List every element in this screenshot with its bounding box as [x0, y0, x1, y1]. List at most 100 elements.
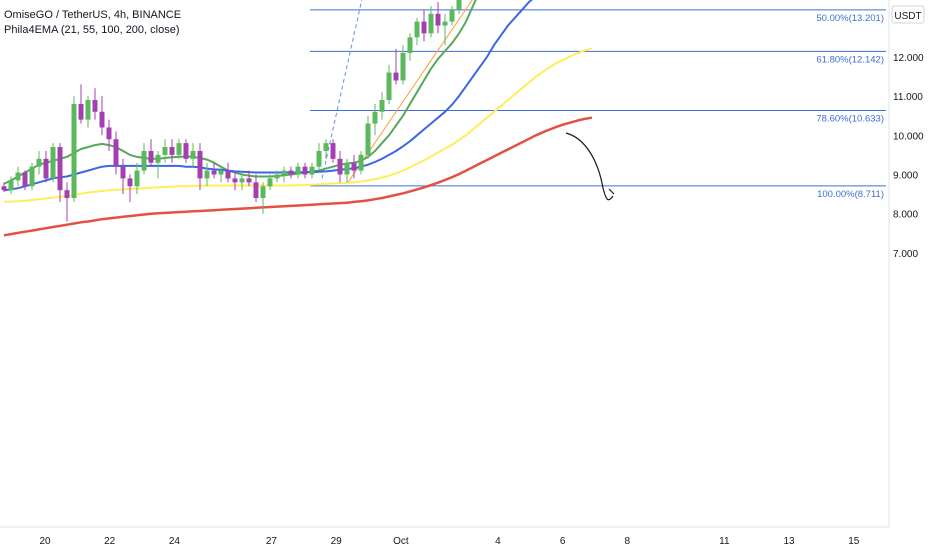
candle-body[interactable]	[281, 170, 287, 175]
candle-body[interactable]	[183, 143, 189, 159]
candle-body[interactable]	[106, 127, 112, 140]
ema-100-line[interactable]	[3, 47, 593, 203]
candle-body[interactable]	[239, 178, 245, 183]
candle-body[interactable]	[134, 170, 140, 187]
time-tick-label: Oct	[393, 536, 409, 547]
fib-level-label: 50.00%(13.201)	[816, 13, 884, 24]
candle-body[interactable]	[162, 147, 168, 155]
candle-body[interactable]	[64, 190, 70, 199]
price-tick-label: 8.000	[893, 210, 918, 221]
candle-body[interactable]	[141, 150, 147, 171]
candle-body[interactable]	[442, 21, 448, 26]
candle-body[interactable]	[176, 143, 182, 155]
time-tick-label: 6	[560, 536, 566, 547]
candle-body[interactable]	[288, 170, 294, 175]
candle-body[interactable]	[358, 154, 364, 171]
candle-body[interactable]	[148, 150, 154, 163]
candle-body[interactable]	[428, 13, 434, 34]
price-tick-label: 12.000	[893, 53, 924, 64]
candle-body[interactable]	[85, 100, 91, 120]
candle-body[interactable]	[43, 158, 49, 179]
fib-level-label: 61.80%(12.142)	[816, 54, 884, 65]
candle-body[interactable]	[78, 103, 84, 120]
time-tick-label: 24	[169, 536, 181, 547]
candle-body[interactable]	[351, 162, 357, 171]
candle-body[interactable]	[344, 162, 350, 175]
candle-body[interactable]	[400, 52, 406, 81]
candle-body[interactable]	[323, 143, 329, 151]
candle-body[interactable]	[71, 103, 77, 199]
candle-body[interactable]	[337, 158, 343, 175]
candle-body[interactable]	[372, 111, 378, 124]
candle-body[interactable]	[379, 100, 385, 112]
time-tick-label: 11	[719, 536, 730, 547]
dashed-trend-line[interactable]	[321, 0, 398, 179]
candle-body[interactable]	[197, 150, 203, 179]
price-tick-label: 7.000	[893, 249, 918, 260]
candle-body[interactable]	[435, 13, 441, 26]
candle-body[interactable]	[407, 37, 413, 53]
indicator-title: Phila4EMA (21, 55, 100, 200, close)	[4, 24, 180, 36]
candle-body[interactable]	[295, 166, 301, 175]
price-tick-label: 10.000	[893, 131, 924, 142]
orange-trend-line[interactable]	[347, 0, 575, 183]
fib-level-label: 100.00%(8.711)	[817, 189, 884, 200]
candle-body[interactable]	[1, 186, 7, 191]
time-tick-label: 22	[104, 536, 116, 547]
candle-body[interactable]	[169, 147, 175, 155]
candle-body[interactable]	[50, 147, 56, 179]
candle-body[interactable]	[232, 178, 238, 183]
candle-body[interactable]	[260, 186, 266, 199]
chart-legend: OmiseGO / TetherUS, 4h, BINANCE Phila4EM…	[4, 8, 181, 38]
candle-body[interactable]	[267, 178, 273, 187]
time-tick-label: 15	[848, 536, 860, 547]
time-tick-label: 8	[625, 536, 631, 547]
time-tick-label: 29	[331, 536, 343, 547]
candle-body[interactable]	[365, 123, 371, 155]
candle-body[interactable]	[92, 100, 98, 112]
candle-body[interactable]	[393, 72, 399, 81]
candle-body[interactable]	[449, 9, 455, 22]
currency-box	[891, 5, 925, 24]
candle-body[interactable]	[414, 21, 420, 38]
candle-body[interactable]	[15, 172, 21, 181]
candle-body[interactable]	[120, 166, 126, 179]
price-tick-label: 9.000	[893, 171, 918, 182]
time-tick-label: 4	[495, 536, 501, 547]
price-tick-label: 11.000	[893, 92, 923, 103]
candle-body[interactable]	[127, 178, 133, 187]
candle-body[interactable]	[57, 147, 63, 191]
candle-body[interactable]	[8, 180, 14, 191]
time-tick-label: 13	[783, 536, 795, 547]
candle-body[interactable]	[456, 0, 462, 10]
candle-body[interactable]	[302, 166, 308, 175]
candle-body[interactable]	[225, 170, 231, 179]
candle-body[interactable]	[155, 154, 161, 163]
currency-label: USDT	[894, 11, 921, 22]
candle-body[interactable]	[274, 174, 280, 179]
candle-body[interactable]	[113, 139, 119, 167]
candle-body[interactable]	[386, 72, 392, 101]
candle-body[interactable]	[22, 172, 28, 187]
candle-body[interactable]	[421, 21, 427, 34]
candle-body[interactable]	[309, 166, 315, 175]
candle-body[interactable]	[190, 150, 196, 159]
candle-body[interactable]	[211, 170, 217, 175]
candle-body[interactable]	[99, 111, 105, 128]
candle-body[interactable]	[253, 182, 259, 199]
candle-body[interactable]	[204, 170, 210, 179]
ema-200-line[interactable]	[3, 116, 593, 237]
candle-body[interactable]	[316, 150, 322, 167]
candle-body[interactable]	[246, 178, 252, 183]
fib-level-label: 78.60%(10.633)	[816, 113, 884, 124]
time-tick-label: 20	[39, 536, 51, 547]
candle-body[interactable]	[218, 170, 224, 175]
candle-body[interactable]	[29, 166, 35, 187]
candle-body[interactable]	[36, 158, 42, 167]
candle-body[interactable]	[330, 143, 336, 159]
drawn-curve-annotation[interactable]	[565, 132, 615, 201]
symbol-title: OmiseGO / TetherUS, 4h, BINANCE	[4, 9, 182, 21]
time-tick-label: 27	[266, 536, 278, 547]
